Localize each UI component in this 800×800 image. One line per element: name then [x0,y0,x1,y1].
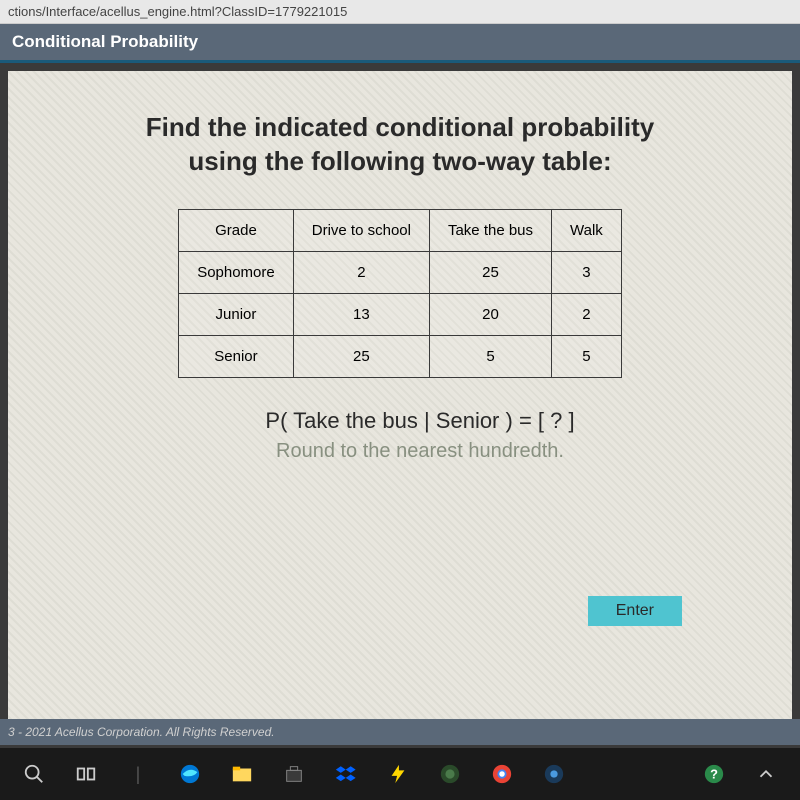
table-cell: 5 [552,335,622,377]
table-cell: 5 [429,335,551,377]
footer-copyright: 3 - 2021 Acellus Corporation. All Rights… [0,719,800,745]
chrome-icon[interactable] [488,760,516,788]
dropbox-icon[interactable] [332,760,360,788]
chevron-up-icon[interactable] [752,760,780,788]
table-row: Junior 13 20 2 [179,293,622,335]
table-header: Walk [552,209,622,251]
table-cell: 2 [552,293,622,335]
topic-bar: Conditional Probability [0,24,800,63]
svg-text:?: ? [710,767,718,782]
table-cell: 3 [552,251,622,293]
task-view-icon[interactable] [72,760,100,788]
help-icon[interactable]: ? [700,760,728,788]
explorer-icon[interactable] [228,760,256,788]
table-cell: Sophomore [179,251,294,293]
store-icon[interactable] [280,760,308,788]
power-icon[interactable] [384,760,412,788]
url-bar: ctions/Interface/acellus_engine.html?Cla… [0,0,800,24]
table-cell: Junior [179,293,294,335]
search-icon[interactable] [20,760,48,788]
table-cell: 13 [293,293,429,335]
table-header: Drive to school [293,209,429,251]
table-row: Sophomore 2 25 3 [179,251,622,293]
formula-text: P( Take the bus | Senior ) = [ ? ] [38,408,762,434]
table-header: Take the bus [429,209,551,251]
app2-icon[interactable] [540,760,568,788]
content-area: Find the indicated conditional probabili… [8,71,792,726]
table-cell: 2 [293,251,429,293]
table-row: Senior 25 5 5 [179,335,622,377]
edge-icon[interactable] [176,760,204,788]
table-cell: 20 [429,293,551,335]
question-line2: using the following two-way table: [188,146,611,176]
table-cell: 25 [293,335,429,377]
two-way-table: Grade Drive to school Take the bus Walk … [178,209,622,378]
question-text: Find the indicated conditional probabili… [38,111,762,179]
table-header: Grade [179,209,294,251]
hint-text: Round to the nearest hundredth. [38,440,762,463]
divider: | [124,760,152,788]
table-cell: 25 [429,251,551,293]
taskbar: | ? [0,748,800,800]
table-header-row: Grade Drive to school Take the bus Walk [179,209,622,251]
app-icon[interactable] [436,760,464,788]
enter-button[interactable]: Enter [588,596,682,626]
question-line1: Find the indicated conditional probabili… [146,112,654,142]
table-cell: Senior [179,335,294,377]
